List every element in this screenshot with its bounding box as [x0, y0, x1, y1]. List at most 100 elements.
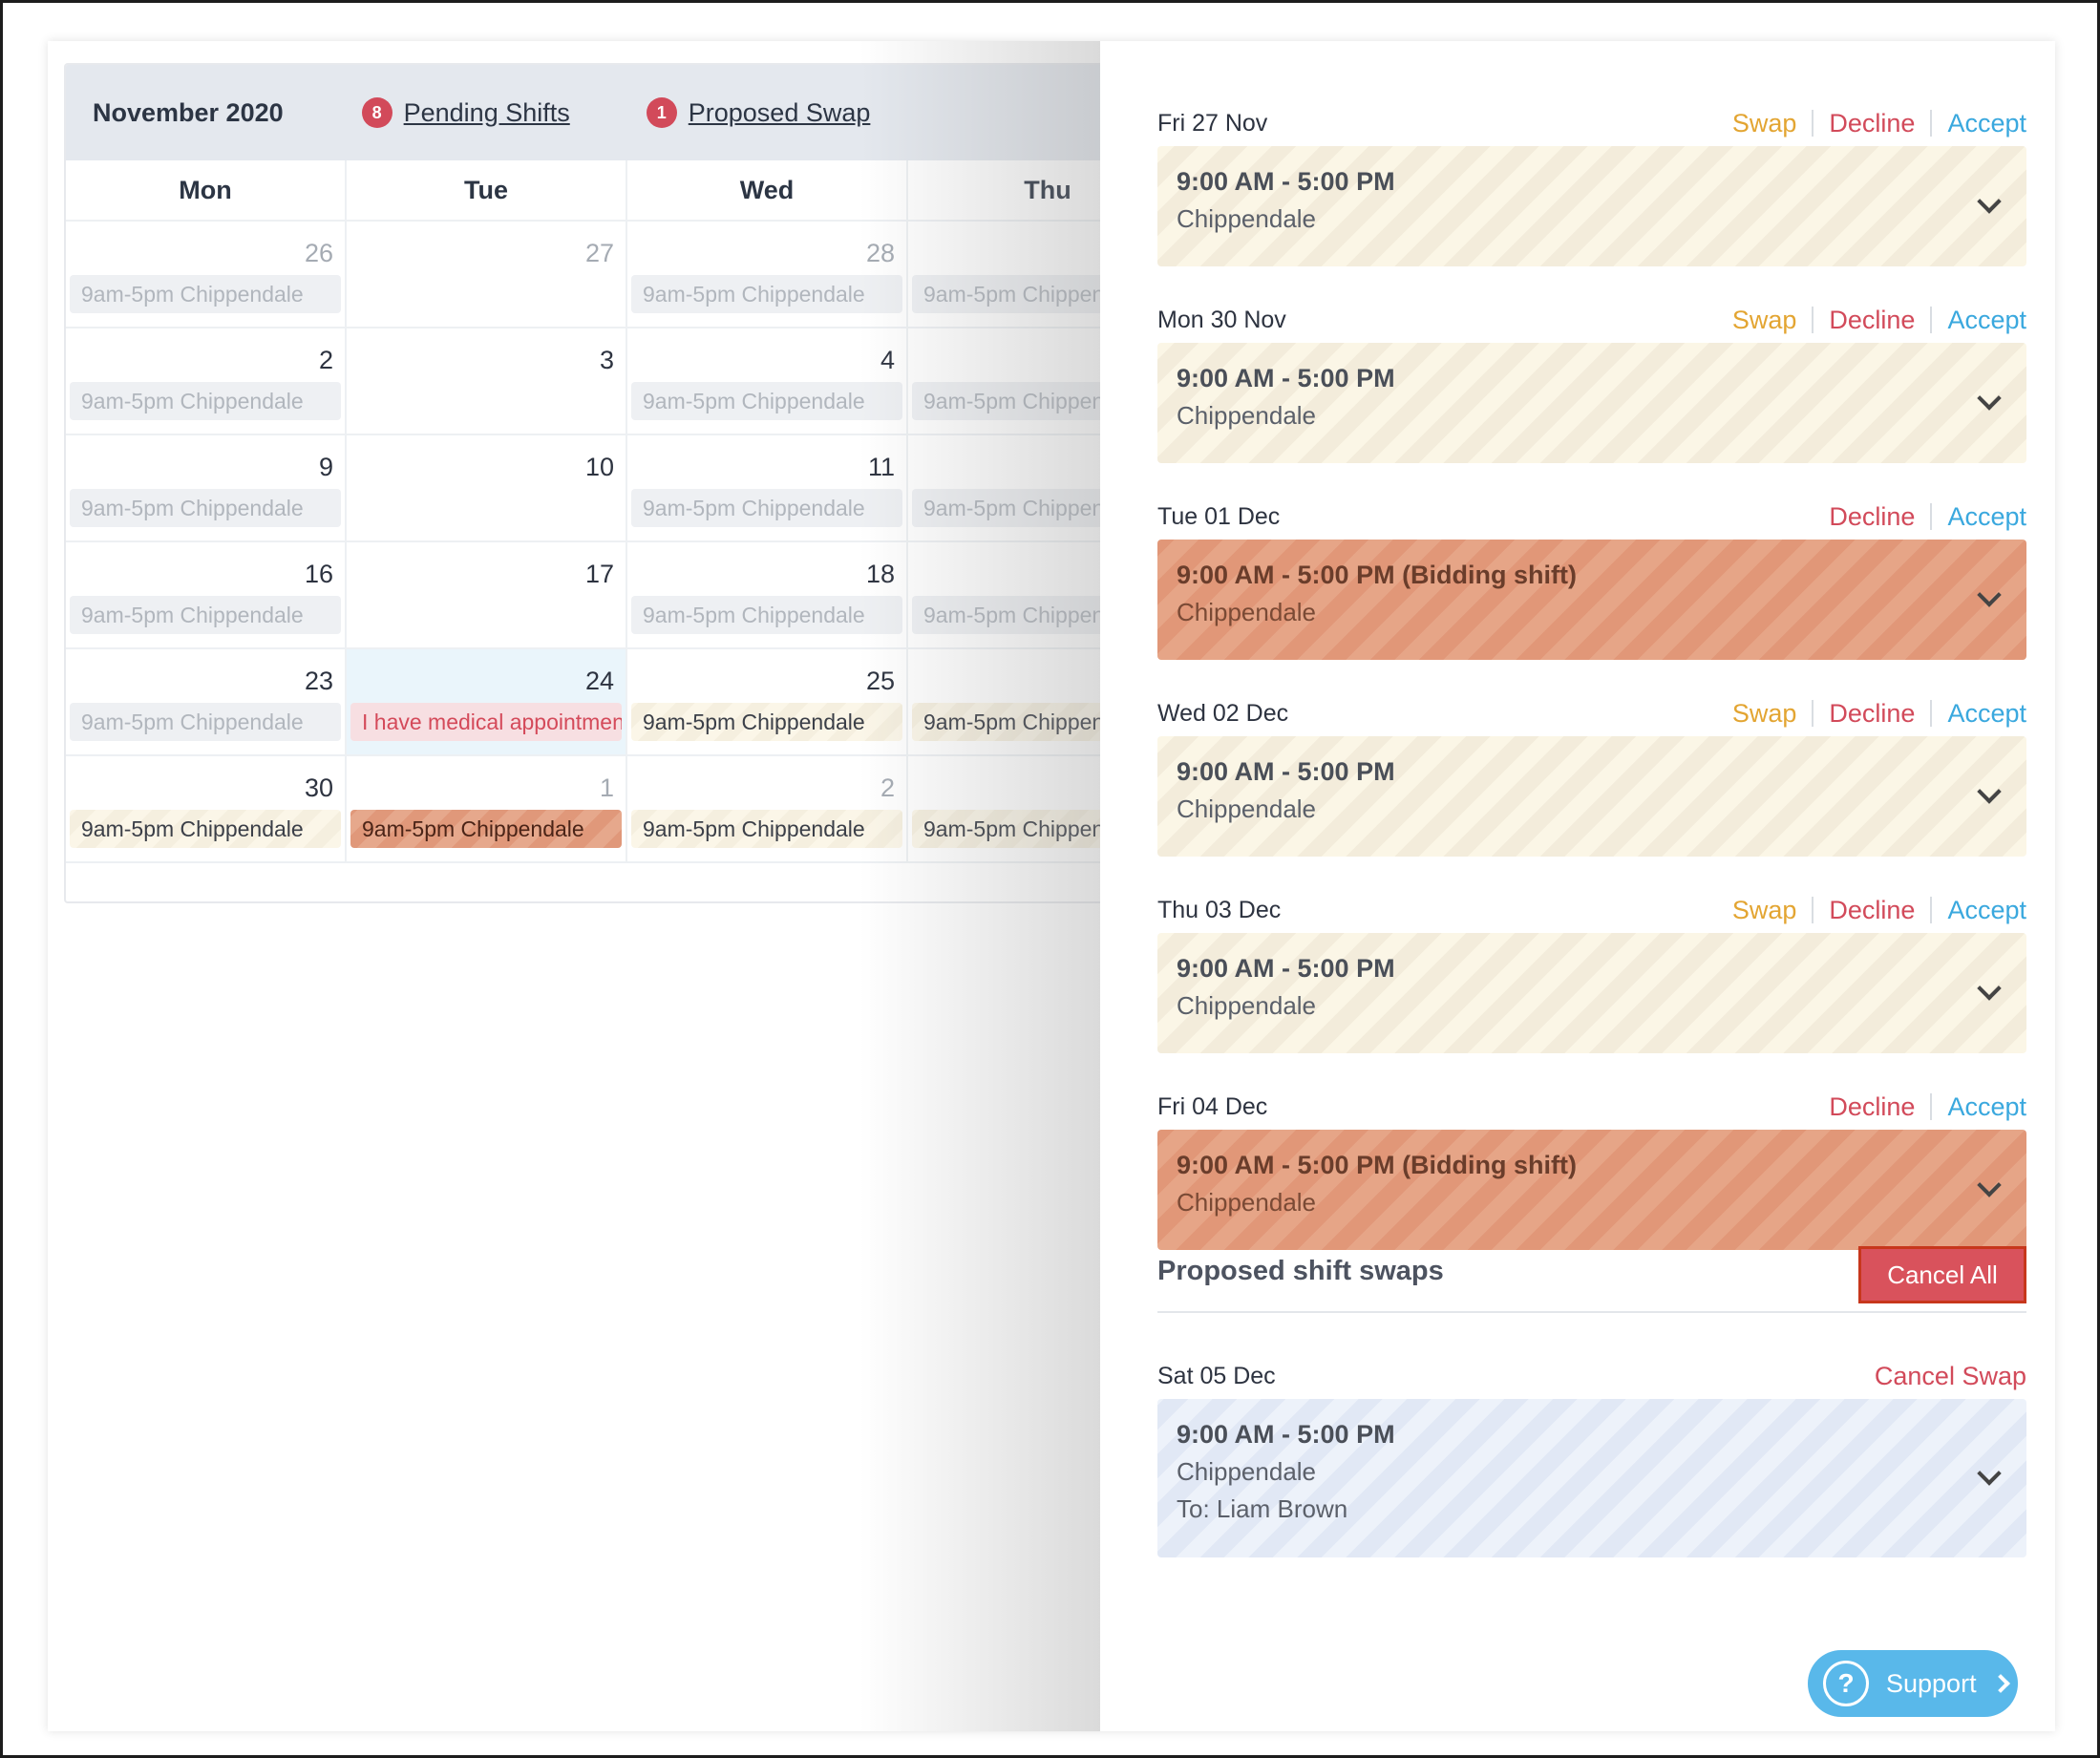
calendar-day-today[interactable]: 24 I have medical appointment [347, 649, 627, 754]
swap-button[interactable]: Swap [1731, 895, 1797, 924]
shift-chip[interactable]: 9am-5pm Chippendale [631, 489, 902, 527]
pending-count-badge: 8 [361, 97, 392, 128]
day-number: 11 [631, 435, 902, 489]
shift-date: Fri 27 Nov [1157, 109, 1268, 137]
proposed-swap-link[interactable]: 1 Proposed Swap [646, 97, 870, 128]
decline-button[interactable]: Decline [1829, 698, 1916, 728]
day-number: 26 [304, 239, 333, 267]
accept-button[interactable]: Accept [1947, 698, 2026, 728]
day-number: 16 [304, 560, 333, 588]
weekday-mon: Mon [66, 160, 347, 220]
day-number: 23 [304, 667, 333, 695]
calendar-day-cell[interactable]: 49am-5pm Chippendale [627, 328, 908, 434]
shift-date: Mon 30 Nov [1157, 306, 1286, 333]
calendar-day-cell[interactable]: 289am-5pm Chippendale [627, 222, 908, 327]
support-button[interactable]: ? Support [1808, 1650, 2018, 1717]
shift-time: 9:00 AM - 5:00 PM (Bidding shift) [1177, 561, 1578, 589]
proposed-swaps-header: Proposed shift swaps Cancel All [1157, 1246, 2026, 1313]
shift-chip[interactable]: 9am-5pm Chippendale [70, 596, 341, 634]
leave-request-chip[interactable]: I have medical appointment [350, 703, 622, 741]
bidding-shift-card[interactable]: 9:00 AM - 5:00 PM (Bidding shift) Chippen… [1157, 1130, 2026, 1250]
swap-button[interactable]: Swap [1731, 108, 1797, 138]
pending-shift-header: Mon 30 Nov Swap Decline Accept [1157, 301, 2026, 339]
calendar-day-cell[interactable]: 2 9am-5pm Chippendale [66, 328, 347, 434]
calendar-day-cell[interactable]: 9 9am-5pm Chippendale [66, 435, 347, 540]
calendar-day-cell[interactable]: 259am-5pm Chippendale [627, 649, 908, 754]
calendar-day-cell[interactable]: 23 9am-5pm Chippendale [66, 649, 347, 754]
calendar-day-cell[interactable]: 26 9am-5pm Chippendale [66, 222, 347, 327]
shift-card[interactable]: 9:00 AM - 5:00 PM Chippendale [1157, 343, 2026, 463]
shift-chip[interactable]: 9am-5pm Chippendale [70, 382, 341, 420]
day-number: 2 [631, 756, 902, 810]
proposed-swap-header: Sat 05 Dec Cancel Swap [1157, 1357, 2026, 1395]
shift-chip[interactable]: 9am-5pm Chippendale [631, 810, 902, 848]
shift-chip[interactable]: 9am-5pm Chippendale [631, 596, 902, 634]
swap-date: Sat 05 Dec [1157, 1362, 1276, 1389]
calendar-day-cell[interactable]: 27 [347, 222, 627, 327]
decline-button[interactable]: Decline [1829, 501, 1916, 531]
accept-button[interactable]: Accept [1947, 108, 2026, 138]
shift-chip[interactable]: 9am-5pm Chippendale [631, 382, 902, 420]
calendar-day-cell[interactable]: 119am-5pm Chippendale [627, 435, 908, 540]
shift-actions: Decline Accept [1829, 502, 2026, 532]
weekday-wed: Wed [627, 160, 908, 220]
accept-button[interactable]: Accept [1947, 895, 2026, 924]
cancel-all-button[interactable]: Cancel All [1858, 1246, 2026, 1303]
shift-chip[interactable]: 9am-5pm Chippendale [350, 810, 622, 848]
action-divider [1930, 1093, 1933, 1120]
action-divider [1930, 307, 1933, 333]
shift-location: Chippendale [1177, 794, 1317, 823]
support-label: Support [1886, 1668, 1977, 1698]
day-number: 3 [599, 346, 614, 374]
day-number: 2 [318, 346, 333, 374]
shift-location: Chippendale [1177, 204, 1317, 233]
shift-card[interactable]: 9:00 AM - 5:00 PM Chippendale [1157, 736, 2026, 857]
accept-button[interactable]: Accept [1947, 305, 2026, 334]
pending-shift-item: Thu 03 Dec Swap Decline Accept 9:00 AM - 5:0… [1157, 891, 2026, 1053]
calendar-day-cell[interactable]: 189am-5pm Chippendale [627, 542, 908, 647]
shift-card[interactable]: 9:00 AM - 5:00 PM Chippendale [1157, 933, 2026, 1053]
bidding-shift-card[interactable]: 9:00 AM - 5:00 PM (Bidding shift) Chippen… [1157, 540, 2026, 660]
calendar-day-cell[interactable]: 17 [347, 542, 627, 647]
shift-chip[interactable]: 9am-5pm Chippendale [70, 275, 341, 313]
shift-date: Fri 04 Dec [1157, 1092, 1268, 1120]
calendar-week-row: 26 9am-5pm Chippendale27289am-5pm Chippen… [66, 222, 1198, 328]
pending-shift-item: Wed 02 Dec Swap Decline Accept 9:00 AM - 5:0… [1157, 694, 2026, 857]
shift-chip[interactable]: 9am-5pm Chippendale [631, 275, 902, 313]
shift-location: Chippendale [1177, 991, 1317, 1020]
cancel-swap-button[interactable]: Cancel Swap [1874, 1361, 2026, 1390]
day-number: 17 [584, 560, 614, 588]
decline-button[interactable]: Decline [1829, 108, 1916, 138]
shift-chip[interactable]: 9am-5pm Chippendale [70, 810, 341, 848]
pending-shifts-link[interactable]: 8 Pending Shifts [361, 97, 570, 128]
accept-button[interactable]: Accept [1947, 1091, 2026, 1121]
shift-actions: Swap Decline Accept [1732, 109, 2026, 138]
shift-time: 9:00 AM - 5:00 PM [1177, 757, 1395, 786]
calendar-day-cell[interactable]: 16 9am-5pm Chippendale [66, 542, 347, 647]
day-number: 30 [304, 773, 333, 802]
shift-time: 9:00 AM - 5:00 PM [1177, 364, 1395, 392]
pending-shifts-drawer: Fri 27 Nov Swap Decline Accept 9:00 AM - 5:0… [1100, 41, 2055, 1731]
shift-card[interactable]: 9:00 AM - 5:00 PM Chippendale [1157, 146, 2026, 266]
calendar-day-cell[interactable]: 30 9am-5pm Chippendale [66, 756, 347, 861]
swap-button[interactable]: Swap [1731, 698, 1797, 728]
calendar-day-cell[interactable]: 3 [347, 328, 627, 434]
decline-button[interactable]: Decline [1829, 1091, 1916, 1121]
shift-chip[interactable]: 9am-5pm Chippendale [70, 489, 341, 527]
shift-chip[interactable]: 9am-5pm Chippendale [70, 703, 341, 741]
shift-actions: Swap Decline Accept [1732, 306, 2026, 335]
day-number: 4 [631, 328, 902, 382]
decline-button[interactable]: Decline [1829, 305, 1916, 334]
month-title: November 2020 [93, 97, 284, 127]
shift-chip[interactable]: 9am-5pm Chippendale [631, 703, 902, 741]
swap-button[interactable]: Swap [1731, 305, 1797, 334]
accept-button[interactable]: Accept [1947, 501, 2026, 531]
calendar-day-cell[interactable]: 10 [347, 435, 627, 540]
day-number: 24 [584, 667, 614, 695]
decline-button[interactable]: Decline [1829, 895, 1916, 924]
swap-shift-card[interactable]: 9:00 AM - 5:00 PM Chippendale To: Liam Bro… [1157, 1399, 2026, 1557]
calendar-day-cell[interactable]: 1 9am-5pm Chippendale [347, 756, 627, 861]
